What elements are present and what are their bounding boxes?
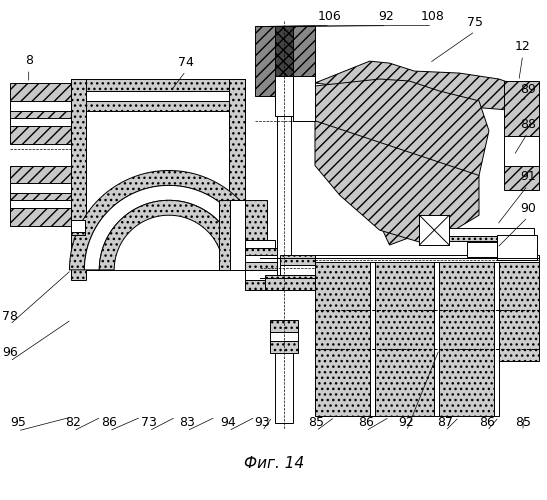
Text: 78: 78: [2, 310, 18, 322]
Bar: [504, 166, 539, 190]
Bar: [10, 83, 72, 101]
Bar: [375, 262, 434, 416]
Text: 86: 86: [358, 416, 374, 429]
Bar: [246, 200, 267, 270]
Bar: [449, 228, 534, 236]
Polygon shape: [69, 170, 268, 270]
Bar: [434, 262, 439, 416]
Text: 12: 12: [515, 40, 531, 53]
Bar: [499, 262, 539, 362]
Bar: [293, 26, 315, 121]
Bar: [280, 255, 315, 265]
Bar: [275, 354, 293, 423]
Bar: [504, 136, 539, 166]
Text: 89: 89: [520, 83, 536, 96]
Text: 88: 88: [520, 118, 536, 130]
Bar: [10, 101, 72, 111]
Text: 95: 95: [10, 416, 26, 429]
Bar: [230, 200, 246, 270]
Bar: [219, 200, 230, 270]
Text: 82: 82: [66, 416, 82, 429]
Bar: [246, 248, 280, 255]
Bar: [420, 215, 449, 245]
Bar: [265, 275, 315, 290]
Bar: [72, 79, 86, 280]
Bar: [270, 320, 298, 332]
Bar: [246, 240, 275, 248]
Text: 93: 93: [254, 416, 270, 429]
Bar: [270, 342, 298, 353]
Polygon shape: [84, 186, 253, 270]
Polygon shape: [99, 200, 238, 270]
Bar: [439, 262, 494, 416]
Bar: [229, 79, 246, 270]
Bar: [10, 194, 72, 200]
Bar: [72, 232, 85, 235]
Text: 85: 85: [308, 416, 324, 429]
Text: 94: 94: [220, 416, 236, 429]
Text: 75: 75: [467, 16, 483, 30]
Bar: [255, 26, 275, 96]
Bar: [246, 255, 280, 262]
Text: 96: 96: [2, 346, 18, 360]
Bar: [504, 81, 539, 136]
Bar: [246, 280, 280, 290]
Bar: [72, 101, 246, 111]
Polygon shape: [315, 61, 519, 111]
Bar: [10, 166, 72, 184]
Text: 108: 108: [420, 10, 444, 24]
Bar: [246, 260, 280, 270]
Bar: [275, 26, 293, 76]
Text: 73: 73: [141, 416, 157, 429]
Polygon shape: [315, 121, 479, 245]
Polygon shape: [315, 79, 489, 245]
Bar: [86, 111, 229, 270]
Text: Фиг. 14: Фиг. 14: [244, 456, 304, 471]
Bar: [275, 76, 293, 116]
Text: 86: 86: [479, 416, 495, 429]
Bar: [497, 235, 537, 260]
Bar: [10, 200, 72, 208]
Bar: [10, 208, 72, 226]
Text: 92: 92: [399, 416, 414, 429]
Bar: [10, 118, 72, 126]
Bar: [370, 262, 375, 416]
Text: 91: 91: [520, 170, 536, 183]
Bar: [293, 26, 315, 76]
Bar: [72, 79, 246, 91]
Bar: [315, 255, 539, 262]
Bar: [467, 242, 497, 257]
Text: 86: 86: [101, 416, 117, 429]
Text: 92: 92: [379, 10, 394, 24]
Text: 83: 83: [179, 416, 195, 429]
Text: 106: 106: [318, 10, 342, 24]
Bar: [280, 265, 315, 275]
Text: 87: 87: [437, 416, 453, 429]
Bar: [10, 184, 72, 194]
Text: 85: 85: [515, 416, 531, 429]
Bar: [315, 262, 370, 416]
Bar: [449, 236, 534, 241]
Text: 90: 90: [520, 202, 536, 215]
Text: 74: 74: [178, 56, 194, 69]
Bar: [494, 262, 499, 416]
Bar: [246, 270, 280, 280]
Bar: [10, 111, 72, 118]
Bar: [10, 126, 72, 144]
Bar: [86, 91, 230, 101]
Bar: [72, 220, 85, 235]
Bar: [277, 116, 291, 280]
Bar: [270, 332, 298, 342]
Text: 8: 8: [25, 54, 33, 67]
